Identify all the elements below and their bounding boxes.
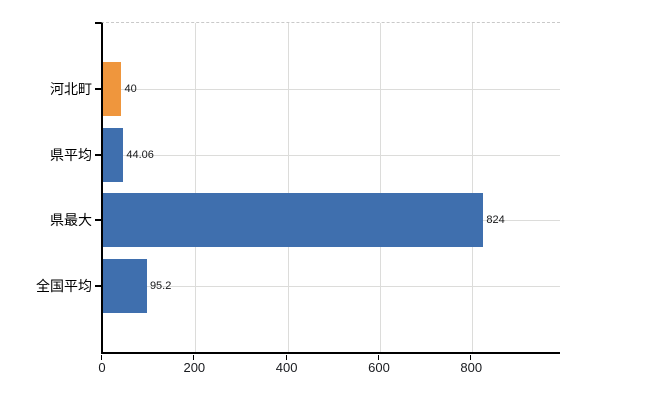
x-axis-tick [377,355,379,360]
bar-3 [103,193,484,248]
category-label: 全国平均 [36,278,92,295]
bar-value-label: 44.06 [126,148,154,161]
category-gridline [103,286,560,288]
category-gridline [103,88,560,90]
x-axis-tick [101,355,102,360]
x-gridline [379,23,381,352]
bar-value-label: 824 [486,214,505,227]
x-gridline [195,23,197,352]
category-label: 県最大 [50,212,92,229]
bar-1 [103,61,122,116]
category-tick [95,153,101,156]
category-tick [95,285,101,288]
category-gridline [103,154,560,156]
category-label: 県平均 [50,146,92,163]
bar-value-label: 95.2 [149,280,172,293]
x-gridline [287,23,289,352]
x-gridline [472,23,474,352]
plot-area: 40 44.06 824 95.2 [101,22,560,354]
x-tick-label: 200 [183,360,206,375]
x-axis-tick [470,355,472,360]
bar-2 [103,127,124,182]
x-tick-label: 0 [98,360,106,375]
x-axis-tick [193,355,195,360]
y-axis-top-tick [95,22,101,24]
category-tick [95,219,101,222]
x-tick-label: 600 [368,360,390,375]
bar-value-label: 40 [124,82,137,95]
category-tick [95,87,101,90]
x-tick-label: 400 [275,360,298,375]
x-axis-tick [285,355,287,360]
x-tick-label: 800 [460,360,483,375]
bar-4 [103,259,147,314]
category-label: 河北町 [50,80,92,97]
